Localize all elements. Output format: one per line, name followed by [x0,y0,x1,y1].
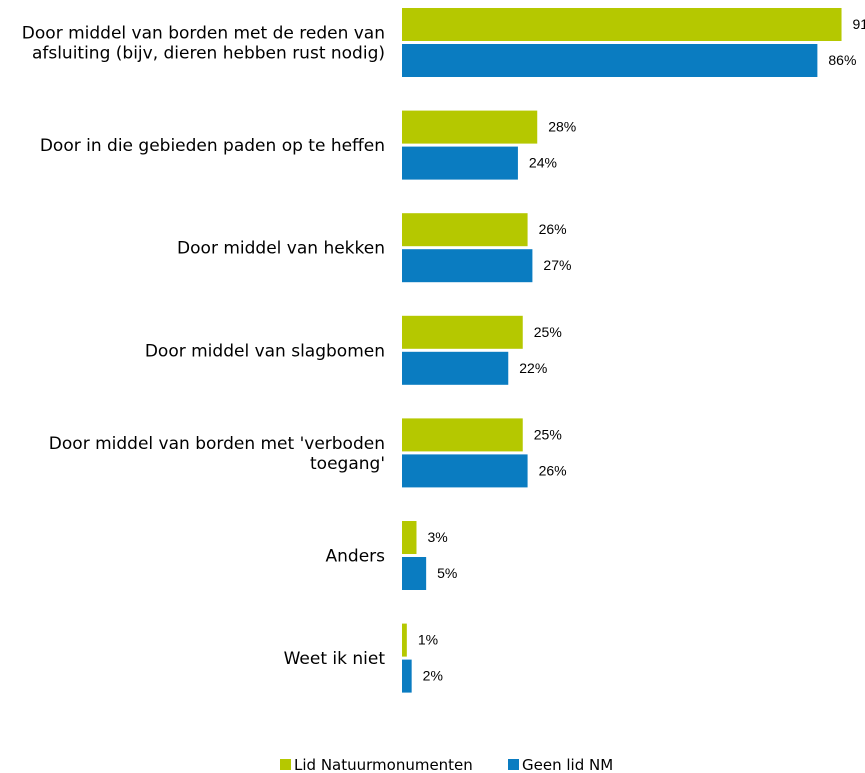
value-label-geen-lid-nm-0: 86% [828,52,856,68]
value-labels-group: 91% 86% 28% 24% 26% 27% 25% 22% 25% 26% 3% 5% 1% 2% [418,16,865,684]
value-label-geen-lid-nm-6: 2% [423,668,443,684]
value-label-lid-natuurmonumenten-3: 25% [534,324,562,340]
category-label-1: Door in die gebieden paden op te heffen [40,136,385,156]
category-label-line: Door middel van borden met de reden van [22,24,385,44]
category-label-4: Door middel van borden met 'verboden toeg… [49,434,385,474]
legend-swatch-lid-natuurmonumenten [280,759,291,770]
category-label-line: afsluiting (bijv, dieren hebben rust nod… [32,44,385,64]
bar-geen-lid-nm-1 [402,146,518,180]
bar-geen-lid-nm-6 [402,659,412,693]
category-label-line: Weet ik niet [284,649,386,669]
legend-label-geen-lid-nm: Geen lid NM [522,756,613,773]
legend-swatch-geen-lid-nm [508,759,519,770]
bar-geen-lid-nm-5 [402,557,427,590]
category-label-0: Door middel van borden met de reden van a… [22,24,385,64]
bar-geen-lid-nm-4 [402,454,528,488]
bar-geen-lid-nm-3 [402,351,509,385]
category-label-line: toegang' [310,454,385,474]
bar-geen-lid-nm-2 [402,249,533,283]
category-label-line: Door middel van borden met 'verboden [49,434,385,454]
value-label-geen-lid-nm-2: 27% [543,257,571,273]
bar-lid-natuurmonumenten-4 [402,418,523,452]
category-label-line: Anders [326,547,386,567]
value-label-lid-natuurmonumenten-4: 25% [534,426,562,442]
category-label-3: Door middel van slagbomen [145,341,385,361]
value-label-geen-lid-nm-3: 22% [519,360,547,376]
bar-lid-natuurmonumenten-5 [402,521,417,554]
bar-lid-natuurmonumenten-0 [402,8,842,41]
value-label-lid-natuurmonumenten-5: 3% [427,529,447,545]
category-label-line: Door middel van slagbomen [145,341,385,361]
value-label-geen-lid-nm-5: 5% [437,565,457,581]
value-label-lid-natuurmonumenten-6: 1% [418,632,438,648]
category-label-6: Weet ik niet [284,649,386,669]
category-label-5: Anders [326,547,386,567]
value-label-lid-natuurmonumenten-1: 28% [548,119,576,135]
category-label-2: Door middel van hekken [177,239,385,259]
bars-group [402,8,842,693]
category-label-line: Door in die gebieden paden op te heffen [40,136,385,156]
bar-lid-natuurmonumenten-1 [402,110,538,144]
value-label-geen-lid-nm-4: 26% [539,462,567,478]
value-label-lid-natuurmonumenten-0: 91% [853,16,865,32]
bar-lid-natuurmonumenten-3 [402,315,523,349]
legend-label-lid-natuurmonumenten: Lid Natuurmonumenten [294,756,473,773]
bar-lid-natuurmonumenten-2 [402,213,528,247]
value-label-lid-natuurmonumenten-2: 26% [539,221,567,237]
value-label-geen-lid-nm-1: 24% [529,155,557,171]
legend: Lid Natuurmonumenten Geen lid NM [280,756,613,773]
category-labels-group: Door middel van borden met de reden van a… [22,24,386,670]
bar-geen-lid-nm-0 [402,44,818,77]
bar-lid-natuurmonumenten-6 [402,623,407,657]
category-label-line: Door middel van hekken [177,239,385,259]
